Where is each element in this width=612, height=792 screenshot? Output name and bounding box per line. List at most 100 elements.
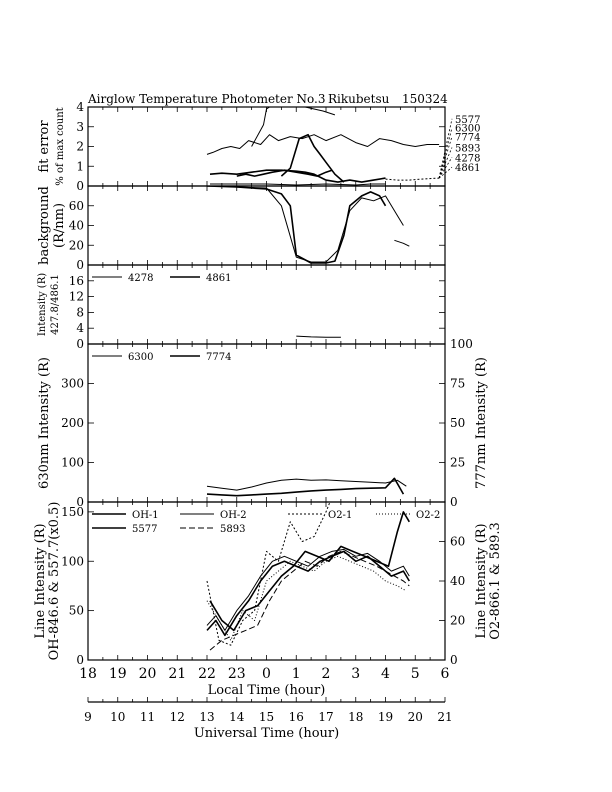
- y-axis-label-left: 630nm Intensity (R): [37, 357, 52, 489]
- panel-background: 0 20 40 60 background (R/nm): [37, 185, 446, 272]
- lt-tick-label: 23: [228, 666, 246, 682]
- leader-line: [438, 127, 453, 179]
- title-group: Airglow Temperature Photometer No.3 Riku…: [87, 92, 448, 106]
- series-line-unnamed-1: [207, 186, 404, 263]
- series-line-7774: [206, 134, 440, 155]
- series-label-6300: 6300: [455, 124, 480, 135]
- lt-tick-label: 4: [381, 666, 390, 682]
- ut-tick-label: 21: [437, 710, 452, 724]
- leader-line: [438, 136, 453, 179]
- panel-frame: [87, 343, 446, 503]
- ut-tick-label: 20: [408, 710, 423, 724]
- y-tick-label: 0: [76, 337, 84, 351]
- y-right-tick-label: 60: [450, 535, 465, 549]
- y-tick-label: 2: [76, 140, 84, 154]
- panel-427-486: 0 4 812 16 Intensity (R) 427.8/486.1 4278 4861: [37, 264, 446, 351]
- series-line-4278: [280, 133, 345, 183]
- y-axis-label-right: Line Intensity (R): [474, 523, 489, 638]
- y-tick-label: 20: [69, 238, 84, 252]
- y-tick-label: 0: [76, 179, 84, 193]
- legend-label-4861: 4861: [206, 273, 231, 284]
- y-axis-sublabel: 427.8/486.1: [50, 274, 61, 335]
- series-line-6300: [209, 169, 386, 183]
- lt-tick-label: 6: [441, 666, 450, 682]
- panel-frame: [87, 185, 446, 266]
- legend-label-5577: 5577: [132, 524, 157, 535]
- ut-tick-label: 16: [289, 710, 304, 724]
- lt-tick-label: 20: [139, 666, 157, 682]
- y-tick-label: 60: [69, 199, 84, 213]
- y-tick-label: 12: [69, 290, 84, 304]
- series-line-5893: [251, 107, 336, 147]
- series-label-4861: 4861: [455, 163, 480, 174]
- lt-tick-label: 21: [168, 666, 186, 682]
- y-tick-label: 4: [76, 100, 84, 114]
- ut-tick-label: 9: [84, 710, 92, 724]
- series-label-4278: 4278: [455, 153, 480, 164]
- y-right-tick-label: 40: [450, 574, 465, 588]
- y-axis-sublabel: (R/nm): [52, 203, 67, 248]
- lt-tick-label: 18: [79, 666, 97, 682]
- lt-tick-label: 5: [411, 666, 420, 682]
- lt-tick-label: 2: [322, 666, 331, 682]
- legend-label-O2-1: O2-1: [328, 510, 352, 521]
- legend-label-O2-2: O2-2: [416, 510, 440, 521]
- y-tick-label: 0: [76, 653, 84, 667]
- y-tick-label: 100: [61, 456, 84, 470]
- legend-label-5893: 5893: [220, 524, 245, 535]
- series-line-OH-2: [206, 548, 410, 631]
- lt-tick-label: 3: [351, 666, 360, 682]
- y-tick-label: 8: [76, 305, 84, 319]
- series-label-7774: 7774: [455, 133, 480, 144]
- y-tick-label: 4: [76, 321, 84, 335]
- series-line-4278: [296, 335, 341, 338]
- y-tick-label: 0: [76, 495, 84, 509]
- y-tick-label: 200: [61, 416, 84, 430]
- ut-tick-label: 18: [348, 710, 363, 724]
- chart-title: Airglow Temperature Photometer No.3: [87, 92, 326, 106]
- lt-tick-label: 19: [109, 666, 127, 682]
- series-label-5577: 5577: [455, 115, 480, 126]
- lt-axis-label: Local Time (hour): [208, 683, 326, 698]
- legend-label-OH-1: OH-1: [132, 510, 159, 521]
- ut-tick-label: 19: [378, 710, 393, 724]
- ut-tick-label: 14: [229, 710, 245, 724]
- y-tick-label: 100: [61, 554, 84, 568]
- y-tick-label: 3: [76, 120, 84, 134]
- y-right-tick-label: 75: [450, 377, 465, 391]
- y-axis-label-left: Line Intensity (R): [33, 523, 48, 638]
- y-axis-label: fit error: [37, 120, 52, 173]
- series-line-5577: [209, 511, 410, 632]
- y-tick-label: 0: [76, 258, 84, 272]
- y-tick-label: 300: [61, 377, 84, 391]
- legend-label-4278: 4278: [128, 273, 153, 284]
- series-line-OH-1: [206, 550, 410, 637]
- series-line-unnamed-2: [394, 239, 410, 247]
- leader-line: [438, 147, 453, 179]
- ut-tick-label: 17: [318, 710, 333, 724]
- panel-630-777: 0 100 200 300 0 25 50 75 100 630nm Intensity (R) 7…: [37, 337, 489, 509]
- y-tick-label: 50: [69, 604, 84, 618]
- y-axis-sublabel-left: OH-846.6 & 557.7(x0.5): [47, 502, 62, 661]
- y-right-tick-label: 0: [450, 653, 458, 667]
- ut-tick-label: 13: [199, 710, 214, 724]
- y-axis-label: background: [37, 186, 52, 265]
- y-right-tick-label: 20: [450, 614, 465, 628]
- series-line-unnamed-6: [385, 177, 440, 181]
- legend-label-7774: 7774: [206, 352, 231, 363]
- lt-tick-label: 22: [198, 666, 216, 682]
- legend-label-6300: 6300: [128, 352, 153, 363]
- ut-axis-label: Universal Time (hour): [194, 726, 339, 741]
- ut-tick-label: 11: [140, 710, 155, 724]
- y-tick-label: 16: [69, 274, 84, 288]
- series-line-unnamed-0: [206, 186, 387, 264]
- y-right-tick-label: 0: [450, 495, 458, 509]
- lt-tick-label: 0: [262, 666, 271, 682]
- ut-tick-label: 10: [110, 710, 125, 724]
- legend-label-OH-2: OH-2: [220, 510, 247, 521]
